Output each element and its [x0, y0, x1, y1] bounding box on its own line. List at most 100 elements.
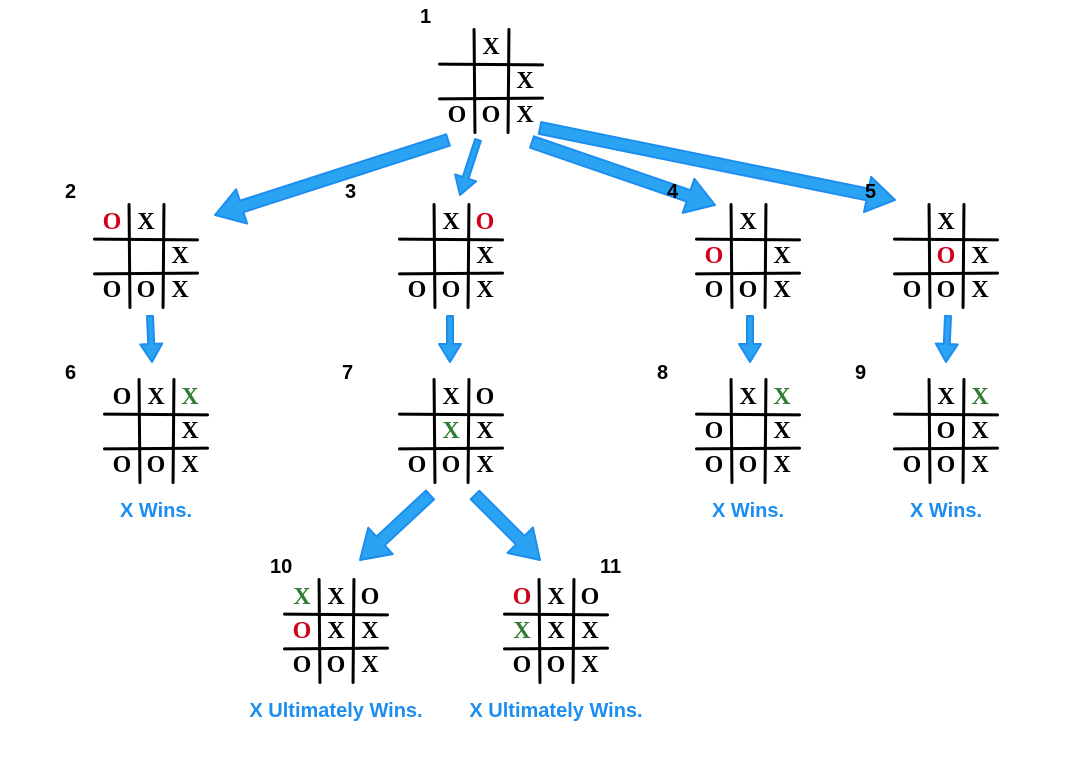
board-cell: X	[434, 414, 468, 448]
board-cell: O	[129, 273, 163, 307]
game-tree-node-5: 5XOXOOX	[895, 205, 997, 307]
board-cell: X	[319, 614, 353, 648]
node-label: 9	[855, 362, 866, 385]
board-cell: X	[173, 414, 207, 448]
board-cell	[508, 30, 542, 64]
board-cell: X	[765, 414, 799, 448]
board-cell: O	[105, 380, 139, 414]
board-cell	[95, 239, 129, 273]
tree-arrow	[536, 110, 898, 217]
board-cell	[400, 380, 434, 414]
board-cell: O	[505, 648, 539, 682]
tictactoe-board: OXOXXXOOX	[505, 580, 607, 682]
outcome-caption: X Wins.	[910, 500, 982, 523]
game-tree-node-9: 9XXOXOOXX Wins.	[895, 380, 997, 482]
outcome-caption: X Ultimately Wins.	[469, 700, 642, 723]
node-label: 4	[667, 181, 678, 204]
board-cell: O	[697, 414, 731, 448]
tree-arrow	[450, 137, 489, 199]
node-label: 8	[657, 362, 668, 385]
board-cell: X	[434, 205, 468, 239]
game-tree-node-6: 6OXXXOOXX Wins.	[105, 380, 207, 482]
board-cell: X	[508, 64, 542, 98]
board-cell: X	[139, 380, 173, 414]
board-cell: O	[440, 98, 474, 132]
board-cell: O	[285, 648, 319, 682]
game-tree-node-7: 7XOXXOOX	[400, 380, 502, 482]
board-cell: O	[95, 205, 129, 239]
board-cell: X	[173, 448, 207, 482]
board-cell: X	[765, 239, 799, 273]
board-cell: X	[434, 380, 468, 414]
board-cell: X	[468, 273, 502, 307]
tictactoe-board: XXOOX	[440, 30, 542, 132]
game-tree-node-2: 2OXXOOX	[95, 205, 197, 307]
game-tree-node-11: 11OXOXXXOOXX Ultimately Wins.	[505, 580, 607, 682]
tictactoe-board: XOXXOOX	[400, 380, 502, 482]
board-cell: X	[765, 448, 799, 482]
board-cell	[895, 205, 929, 239]
board-cell	[440, 30, 474, 64]
outcome-caption: X Wins.	[120, 500, 192, 523]
board-cell: O	[929, 414, 963, 448]
board-cell	[474, 64, 508, 98]
board-cell: O	[95, 273, 129, 307]
board-cell: O	[539, 648, 573, 682]
tictactoe-board: XOXOOX	[895, 205, 997, 307]
board-cell	[129, 239, 163, 273]
board-cell: O	[573, 580, 607, 614]
board-cell: X	[765, 273, 799, 307]
board-cell: X	[353, 648, 387, 682]
board-cell: O	[697, 448, 731, 482]
board-cell	[440, 64, 474, 98]
board-cell	[963, 205, 997, 239]
board-cell	[400, 205, 434, 239]
board-cell: X	[573, 648, 607, 682]
outcome-caption: X Ultimately Wins.	[249, 700, 422, 723]
board-cell: X	[129, 205, 163, 239]
tree-arrow	[526, 125, 721, 222]
board-cell: O	[731, 448, 765, 482]
board-cell: O	[139, 448, 173, 482]
board-cell	[731, 414, 765, 448]
board-cell: O	[400, 448, 434, 482]
board-cell: O	[697, 239, 731, 273]
board-cell: X	[173, 380, 207, 414]
tree-arrow	[935, 316, 959, 363]
board-cell: X	[468, 414, 502, 448]
tictactoe-board: XXOOXXOOX	[285, 580, 387, 682]
board-cell: X	[163, 273, 197, 307]
board-cell: X	[468, 448, 502, 482]
board-cell	[731, 239, 765, 273]
board-cell: O	[434, 273, 468, 307]
node-label: 10	[270, 556, 292, 579]
node-label: 2	[65, 181, 76, 204]
board-cell: X	[319, 580, 353, 614]
board-cell: X	[963, 380, 997, 414]
board-cell: O	[895, 448, 929, 482]
outcome-caption: X Wins.	[712, 500, 784, 523]
tree-arrow	[462, 482, 552, 572]
board-cell	[434, 239, 468, 273]
tictactoe-board: XXOXOOX	[895, 380, 997, 482]
tictactoe-board: OXXOOX	[95, 205, 197, 307]
board-cell: O	[285, 614, 319, 648]
board-cell: X	[963, 239, 997, 273]
board-cell	[400, 239, 434, 273]
board-cell: X	[731, 380, 765, 414]
board-cell: O	[468, 380, 502, 414]
board-cell	[400, 414, 434, 448]
board-cell	[697, 380, 731, 414]
board-cell: O	[474, 98, 508, 132]
board-cell	[765, 205, 799, 239]
board-cell: X	[963, 448, 997, 482]
board-cell: X	[573, 614, 607, 648]
board-cell	[163, 205, 197, 239]
board-cell: X	[963, 273, 997, 307]
game-tree-node-8: 8XXOXOOXX Wins.	[697, 380, 799, 482]
node-label: 1	[420, 6, 431, 29]
board-cell	[895, 239, 929, 273]
board-cell: X	[731, 205, 765, 239]
game-tree-node-1: 1XXOOX	[440, 30, 542, 132]
board-cell: X	[285, 580, 319, 614]
